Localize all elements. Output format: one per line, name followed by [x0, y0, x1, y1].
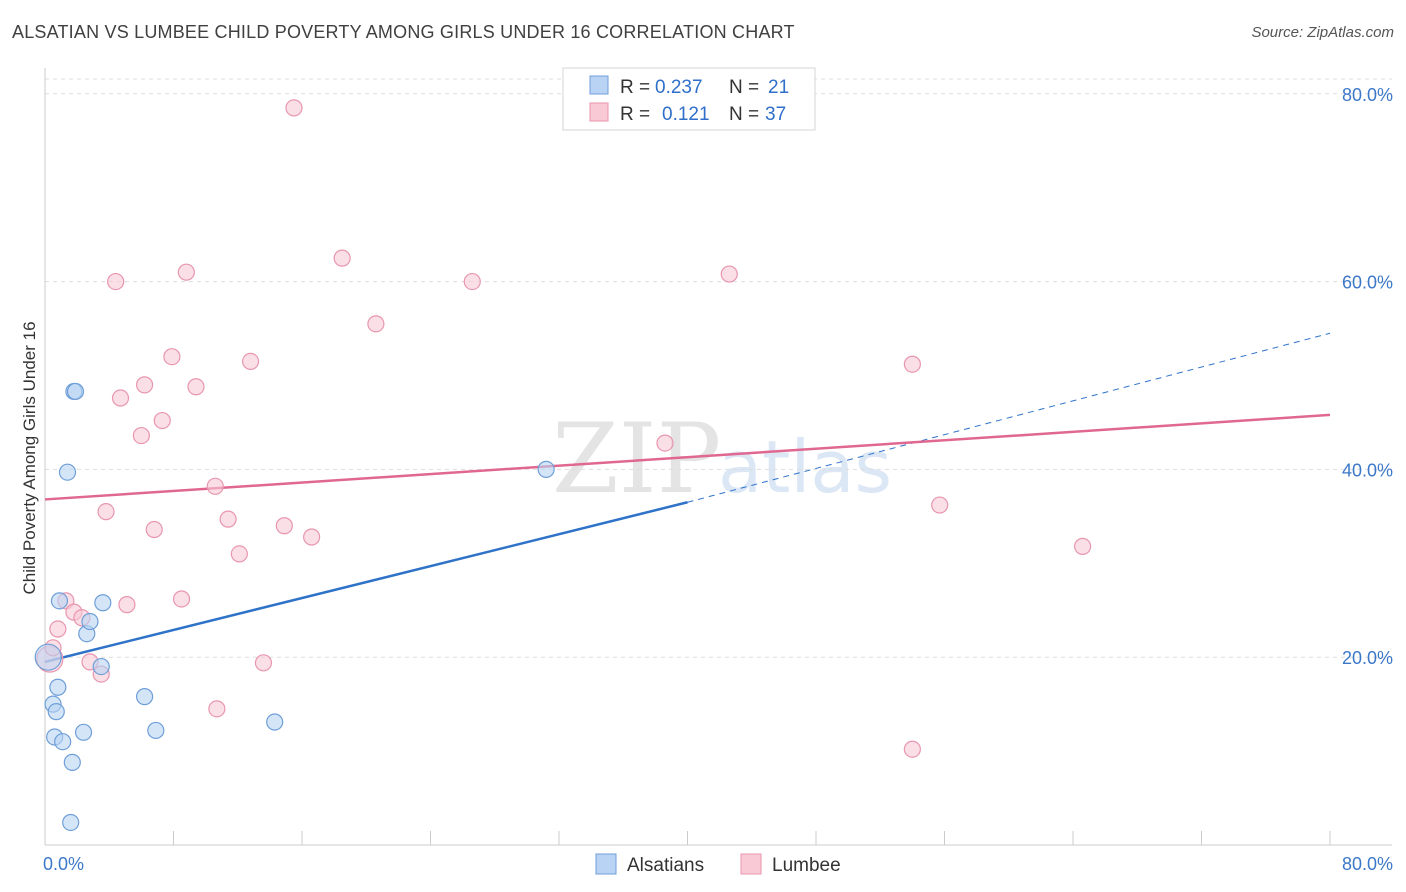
- trend-line-alsatian: [44, 501, 688, 664]
- point-alsatian: [92, 657, 110, 676]
- point-lumbee: [303, 528, 321, 546]
- point-lumbee: [285, 99, 303, 117]
- point-lumbee: [172, 590, 191, 608]
- point-lumbee: [254, 654, 273, 672]
- point-lumbee: [931, 496, 949, 514]
- legend-r-value-lumbee: 0.121: [662, 104, 710, 125]
- point-lumbee: [49, 620, 67, 638]
- bottom-legend-label-lumbee: Lumbee: [772, 855, 841, 876]
- point-lumbee: [463, 272, 481, 291]
- point-alsatian: [63, 753, 81, 771]
- legend-r-label-lumbee: R =: [620, 104, 650, 125]
- point-lumbee: [242, 352, 260, 371]
- chart-title: ALSATIAN VS LUMBEE CHILD POVERTY AMONG G…: [12, 22, 795, 42]
- trend-line-lumbee: [44, 413, 1331, 501]
- legend-swatch-lumbee: [589, 102, 609, 122]
- point-lumbee: [656, 434, 674, 452]
- point-lumbee: [145, 520, 163, 539]
- point-lumbee: [206, 477, 224, 495]
- point-alsatian: [66, 382, 85, 401]
- legend-swatch-alsatian: [589, 75, 609, 95]
- point-alsatian: [94, 594, 112, 612]
- point-alsatian: [266, 713, 284, 731]
- point-lumbee: [111, 389, 130, 407]
- point-lumbee: [153, 411, 171, 430]
- point-lumbee: [208, 700, 226, 718]
- point-alsatian: [58, 463, 77, 481]
- point-alsatian: [50, 592, 69, 610]
- point-alsatian: [47, 703, 65, 721]
- point-alsatian: [147, 721, 165, 740]
- point-lumbee: [163, 348, 181, 366]
- point-lumbee: [107, 272, 125, 291]
- point-lumbee: [132, 426, 150, 445]
- point-alsatian: [74, 723, 93, 741]
- point-alsatian: [49, 678, 67, 696]
- point-lumbee: [118, 596, 136, 614]
- point-alsatian: [81, 612, 99, 631]
- point-alsatian: [62, 813, 80, 832]
- legend-n-value-lumbee: 37: [765, 104, 786, 125]
- legend-r-label-alsatian: R =: [620, 77, 650, 98]
- trend-lines: [44, 332, 1331, 664]
- point-lumbee: [367, 315, 385, 333]
- point-lumbee: [903, 740, 921, 758]
- point-lumbee: [333, 249, 351, 267]
- point-lumbee: [135, 376, 154, 394]
- point-lumbee: [275, 517, 293, 535]
- bottom-legend: Alsatians Lumbee: [595, 853, 841, 876]
- y-tick-label: 40.0%: [1342, 460, 1393, 480]
- point-alsatian: [54, 733, 72, 751]
- source-attribution: Source: ZipAtlas.com: [1251, 24, 1394, 41]
- point-alsatian: [34, 643, 62, 671]
- y-tick-label: 60.0%: [1342, 273, 1393, 293]
- point-lumbee: [720, 265, 738, 283]
- point-lumbee: [177, 263, 195, 281]
- trend-line-extension-alsatian: [687, 332, 1331, 503]
- legend-r-value-alsatian: 0.237: [655, 77, 703, 98]
- bottom-legend-swatch-alsatians: [595, 853, 617, 875]
- watermark-atlas: atlas: [718, 425, 892, 509]
- legend-n-value-alsatian: 21: [768, 77, 789, 98]
- point-lumbee: [230, 545, 248, 563]
- x-tick-label: 0.0%: [43, 854, 84, 874]
- watermark-zip: ZIP: [552, 403, 721, 515]
- point-alsatian: [135, 688, 154, 706]
- y-tick-label: 20.0%: [1342, 648, 1393, 668]
- bottom-legend-label-alsatians: Alsatians: [627, 855, 704, 876]
- point-lumbee: [187, 378, 205, 396]
- legend-n-label-alsatian: N =: [729, 77, 759, 98]
- point-alsatian: [537, 460, 555, 478]
- point-lumbee: [219, 510, 237, 528]
- legend-n-label-lumbee: N =: [729, 104, 759, 125]
- y-axis-label: Child Poverty Among Girls Under 16: [20, 321, 39, 594]
- legend-box: R = 0.237 N = 21 R = 0.121 N = 37: [562, 67, 816, 131]
- data-points: [34, 99, 1092, 832]
- point-lumbee: [97, 503, 115, 521]
- point-lumbee: [903, 355, 921, 373]
- x-tick-label: 80.0%: [1342, 854, 1393, 874]
- bottom-legend-swatch-lumbee: [740, 853, 762, 875]
- y-tick-label: 80.0%: [1342, 85, 1393, 105]
- axes: 20.0% 40.0% 60.0% 80.0% 0.0% 80.0%: [43, 68, 1393, 874]
- point-lumbee: [1074, 537, 1092, 555]
